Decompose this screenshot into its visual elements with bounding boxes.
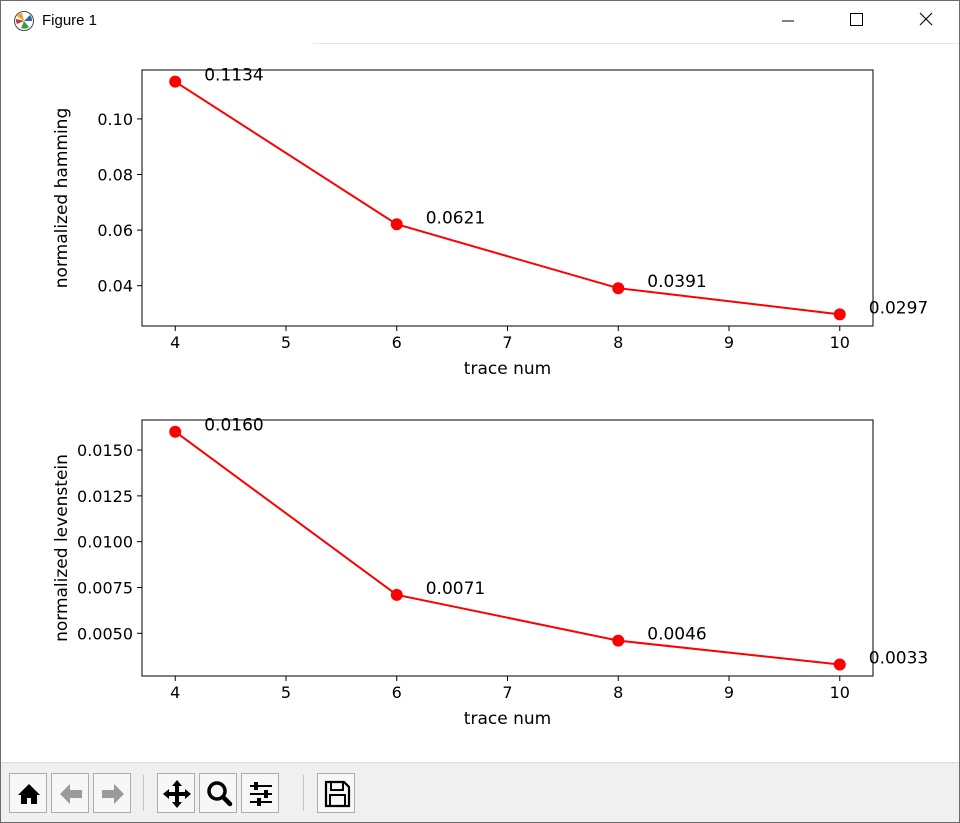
minimize-button[interactable]: [765, 1, 811, 41]
data-label: 0.0621: [426, 208, 485, 228]
move-icon: [163, 780, 191, 808]
data-label: 0.0033: [869, 648, 928, 668]
data-point: [390, 218, 403, 231]
data-point: [833, 308, 846, 321]
y-tick-label: 0.04: [97, 277, 133, 296]
x-tick-label: 7: [502, 683, 512, 702]
home-icon: [18, 784, 40, 804]
y-tick-label: 0.10: [97, 110, 133, 129]
x-tick-label: 6: [392, 683, 402, 702]
series-line: [174, 430, 840, 666]
toolbar-separator: [143, 775, 144, 811]
back-button[interactable]: [51, 773, 89, 813]
save-icon: [324, 780, 351, 808]
data-label: 0.0046: [647, 625, 706, 645]
data-label: 0.0160: [204, 416, 263, 436]
y-tick-label: 0.0125: [77, 487, 133, 506]
x-tick-label: 8: [613, 683, 623, 702]
y-tick-label: 0.08: [97, 166, 133, 185]
zoom-icon: [207, 781, 233, 807]
x-tick-label: 4: [170, 333, 180, 352]
figure-svg: 4 5 6 7 8 9 10 0.04 0.06 0.08 0.10 trace num normali…: [52, 66, 928, 729]
y-tick-label: 0.06: [97, 221, 133, 240]
toolbar-separator: [303, 775, 304, 811]
y-axis-label: normalized levenstein: [52, 454, 72, 642]
data-point: [169, 75, 182, 88]
close-button[interactable]: [903, 1, 949, 41]
maximize-button[interactable]: [833, 1, 879, 41]
save-button[interactable]: [317, 773, 355, 813]
data-point: [612, 282, 625, 295]
data-label: 0.0297: [869, 298, 928, 318]
x-tick-label: 5: [281, 333, 291, 352]
x-tick-label: 9: [724, 333, 734, 352]
axes-frame: [141, 69, 874, 327]
x-tick-label: 7: [502, 333, 512, 352]
y-tick-label: 0.0050: [77, 624, 133, 643]
y-tick-label: 0.0075: [77, 578, 133, 597]
axes-frame: [141, 419, 874, 677]
configure-subplots-button[interactable]: [241, 773, 279, 813]
sliders-icon: [250, 782, 272, 806]
y-tick-label: 0.0150: [77, 441, 133, 460]
maximize-icon: [850, 13, 863, 26]
x-axis-label: trace num: [464, 359, 551, 379]
x-tick-label: 10: [830, 333, 850, 352]
data-point: [612, 634, 625, 647]
window-title: Figure 1: [42, 12, 98, 29]
y-tick-label: 0.0100: [77, 533, 133, 552]
pan-button[interactable]: [157, 773, 195, 813]
series-line: [174, 80, 840, 316]
figure-canvas[interactable]: 4 5 6 7 8 9 10 0.04 0.06 0.08 0.10 trace num normali…: [1, 44, 959, 762]
data-point: [390, 588, 403, 601]
title-divider: [313, 43, 959, 44]
zoom-button[interactable]: [199, 773, 237, 813]
navigation-toolbar: [1, 762, 959, 822]
close-icon: [919, 12, 933, 26]
forward-button[interactable]: [93, 773, 131, 813]
data-point: [169, 425, 182, 438]
back-arrow-icon: [60, 784, 82, 804]
data-label: 0.0391: [647, 272, 706, 292]
minimize-icon: [782, 20, 794, 22]
x-axis-label: trace num: [464, 709, 551, 729]
matplotlib-logo-icon: [13, 10, 35, 32]
x-tick-label: 4: [170, 683, 180, 702]
data-label: 0.0071: [426, 579, 485, 599]
x-tick-label: 5: [281, 683, 291, 702]
x-tick-label: 8: [613, 333, 623, 352]
home-button[interactable]: [9, 773, 47, 813]
data-label: 0.1134: [204, 66, 263, 86]
x-tick-label: 6: [392, 333, 402, 352]
data-point: [833, 658, 846, 671]
forward-arrow-icon: [102, 784, 124, 804]
x-tick-label: 9: [724, 683, 734, 702]
x-tick-label: 10: [830, 683, 850, 702]
y-axis-label: normalized hamming: [52, 108, 72, 288]
title-bar: Figure 1: [1, 1, 959, 43]
